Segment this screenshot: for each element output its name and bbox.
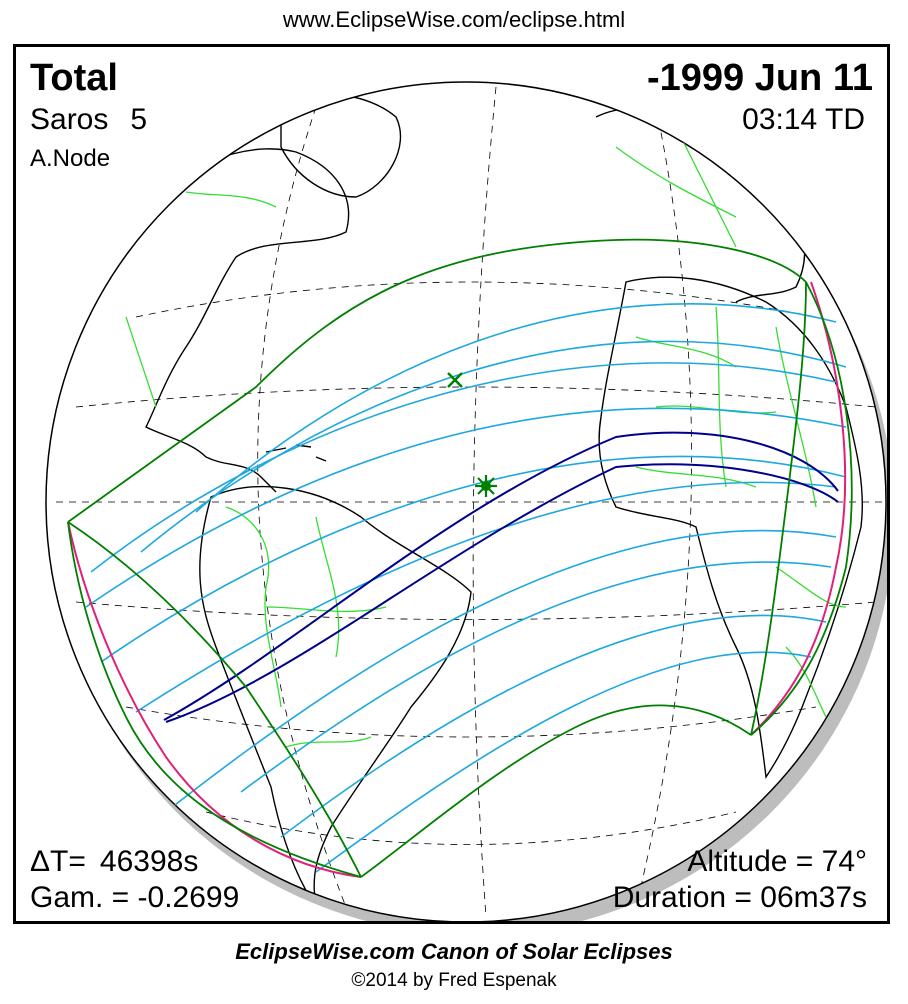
umbra-south-limit (165, 463, 839, 723)
delta-t: ΔT= 46398s (30, 845, 198, 879)
gamma-value: Gam. = -0.2699 (30, 881, 240, 914)
delta-t-value: 46398s (99, 845, 199, 878)
south-america-coast (199, 485, 472, 908)
altitude-value: Altitude = 74° (687, 845, 867, 878)
umbral-path (163, 431, 839, 723)
sunset-curve (750, 281, 847, 736)
saros-label: Saros (30, 103, 109, 136)
greatest-eclipse-star-marker (475, 475, 497, 497)
eastern-penumbral-edge (750, 281, 853, 736)
western-penumbral-edge (67, 521, 362, 878)
umbra-north-limit (163, 431, 839, 721)
caribbean-islands (265, 444, 327, 462)
duration-value: Duration = 06m37s (612, 881, 867, 914)
eclipse-type: Total (30, 57, 118, 99)
north-america-coast (145, 148, 350, 493)
sunrise-curve (67, 521, 362, 878)
country-borders (125, 126, 847, 748)
delta-t-label: ΔT= (30, 845, 86, 878)
penumbral-limits (67, 238, 853, 878)
eastern-penumbral-edge-inner (750, 281, 807, 736)
site-url[interactable]: www.EclipseWise.com/eclipse.html (282, 7, 626, 32)
globe-map (45, 81, 887, 921)
node-label: A.Node (30, 145, 111, 172)
magnitude-curves (85, 303, 847, 873)
eclipse-time: 03:14 TD (742, 103, 865, 136)
footer-copyright: ©2014 by Fred Espenak (351, 970, 557, 991)
eclipse-date: -1999 Jun 11 (646, 57, 873, 99)
saros-number: 5 (130, 103, 148, 136)
northern-penumbral-limit (67, 238, 807, 523)
rise-set-curves (67, 281, 847, 878)
subsolar-x-marker (447, 372, 463, 388)
western-penumbral-edge-inner (67, 521, 362, 878)
saros-info: Saros 5 (30, 103, 147, 137)
southern-penumbral-limit (360, 704, 752, 878)
globe-disk (45, 81, 887, 921)
footer-title: EclipseWise.com Canon of Solar Eclipses (235, 939, 673, 964)
africa-coast (598, 276, 864, 779)
eclipse-map-panel: Total Saros 5 A.Node -1999 Jun 11 03:14 T… (13, 44, 890, 924)
